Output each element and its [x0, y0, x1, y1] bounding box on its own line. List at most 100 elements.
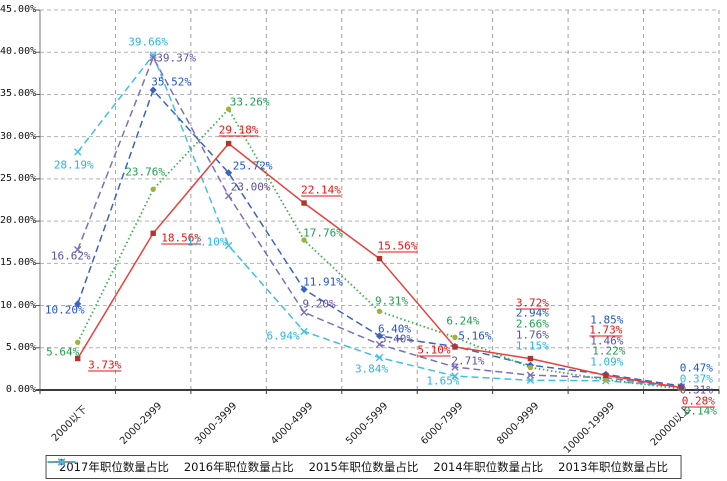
data-point: [300, 285, 308, 294]
value-label: 0.28%: [681, 394, 715, 408]
value-label: 15.56%: [377, 239, 418, 253]
value-label: 5.10%: [417, 343, 451, 357]
data-point: [149, 86, 157, 94]
series-2017年职位数量占比: [75, 140, 684, 391]
y-axis-label: 20.00%: [0, 215, 37, 227]
value-label: 2.94%: [515, 306, 549, 320]
data-point: [225, 169, 233, 177]
legend-marker-icon: [47, 458, 76, 466]
value-label: 10.20%: [44, 303, 85, 317]
y-axis-label: 35.00%: [0, 88, 37, 100]
data-point: [300, 308, 308, 317]
y-axis-label: 5.00%: [5, 341, 36, 353]
data-point: [375, 340, 384, 349]
value-label: 1.15%: [515, 339, 549, 353]
value-label: 2.66%: [515, 317, 549, 331]
value-label: 18.56%: [161, 231, 202, 245]
value-label: 5.40%: [379, 332, 414, 346]
value-label: 9.20%: [302, 297, 336, 311]
data-point: [452, 334, 458, 341]
y-axis-label: 30.00%: [0, 130, 37, 142]
data-point: [452, 344, 458, 350]
data-point: [603, 376, 609, 383]
chart-legend: 2017年职位数量占比 2016年职位数量占比 2015年职位数量占比 2014年职位…: [45, 455, 682, 479]
data-point: [451, 363, 459, 371]
value-label: 5.16%: [458, 329, 492, 343]
data-point: [224, 241, 233, 250]
series-line: [76, 107, 682, 390]
legend-label: 2016年职位数量占比: [183, 460, 294, 474]
value-label: 6.94%: [266, 329, 300, 343]
data-point: [527, 355, 534, 362]
value-label: 1.65%: [426, 374, 460, 388]
value-label: 23.00%: [230, 180, 271, 194]
value-label: 1.85%: [590, 313, 624, 327]
data-point: [75, 355, 81, 362]
value-label: 1.09%: [590, 355, 624, 369]
legend-item: 2014年职位数量占比: [47, 458, 544, 475]
data-point: [57, 458, 65, 466]
data-point: [526, 371, 535, 379]
value-label: 3.73%: [88, 358, 122, 371]
value-label: 5.64%: [46, 345, 80, 359]
data-point: [376, 308, 383, 315]
y-axis-label: 10.00%: [0, 299, 37, 311]
data-point: [376, 255, 383, 262]
value-label: 17.76%: [303, 226, 343, 240]
data-point: [224, 192, 233, 200]
legend-label: 2013年职位数量占比: [558, 460, 668, 474]
value-label: 3.84%: [354, 362, 389, 376]
y-axis-label: 15.00%: [0, 257, 37, 269]
data-point: [74, 300, 82, 308]
value-label: 0.31%: [679, 383, 713, 397]
data-point: [301, 200, 307, 206]
data-point: [149, 51, 157, 59]
data-point: [678, 384, 684, 391]
value-label: 33.26%: [229, 95, 270, 109]
data-point: [301, 237, 307, 243]
value-label: 35.52%: [151, 75, 192, 89]
value-label: 39.37%: [156, 51, 197, 65]
data-point: [375, 332, 384, 340]
legend-item: 2013年职位数量占比: [47, 458, 668, 475]
value-label: 3.72%: [515, 296, 549, 310]
data-point: [375, 353, 384, 362]
value-label: 22.14%: [301, 183, 341, 197]
legend-label: 2015年职位数量占比: [308, 460, 419, 474]
value-label: 1.73%: [589, 323, 623, 337]
data-point: [451, 372, 459, 380]
value-label: 6.24%: [446, 314, 480, 328]
value-label: 1.76%: [515, 328, 549, 342]
value-label: 16.62%: [50, 249, 91, 263]
y-axis-label: 0.00%: [5, 384, 36, 395]
value-label: 1.46%: [590, 334, 624, 348]
legend-item: 2016年职位数量占比: [47, 459, 294, 475]
y-axis-label: 45.00%: [0, 4, 37, 15]
value-label: 17.10%: [186, 235, 227, 249]
series-line: [77, 142, 682, 389]
value-label: 11.91%: [303, 275, 343, 289]
data-point: [150, 186, 156, 193]
value-label: 9.31%: [374, 294, 409, 308]
legend-label: 2017年职位数量占比: [59, 460, 169, 474]
data-point: [74, 148, 82, 156]
value-label: 1.22%: [592, 344, 626, 358]
y-axis-label: 25.00%: [0, 172, 37, 184]
data-point: [603, 372, 609, 379]
value-label: 25.72%: [232, 159, 273, 173]
data-point: [150, 230, 156, 236]
value-label: 0.14%: [683, 404, 717, 418]
legend-item: 2015年职位数量占比: [47, 458, 419, 475]
data-point: [74, 245, 82, 254]
value-label: 29.18%: [218, 123, 259, 137]
value-label: 23.76%: [125, 165, 166, 179]
data-point: [75, 339, 81, 346]
data-point: [149, 53, 157, 62]
data-point: [225, 106, 232, 112]
legend-label: 2014年职位数量占比: [433, 460, 544, 474]
data-point: [527, 364, 534, 371]
value-label: 39.66%: [128, 35, 169, 49]
value-label: 0.37%: [679, 372, 713, 386]
value-label: 6.40%: [377, 322, 412, 336]
